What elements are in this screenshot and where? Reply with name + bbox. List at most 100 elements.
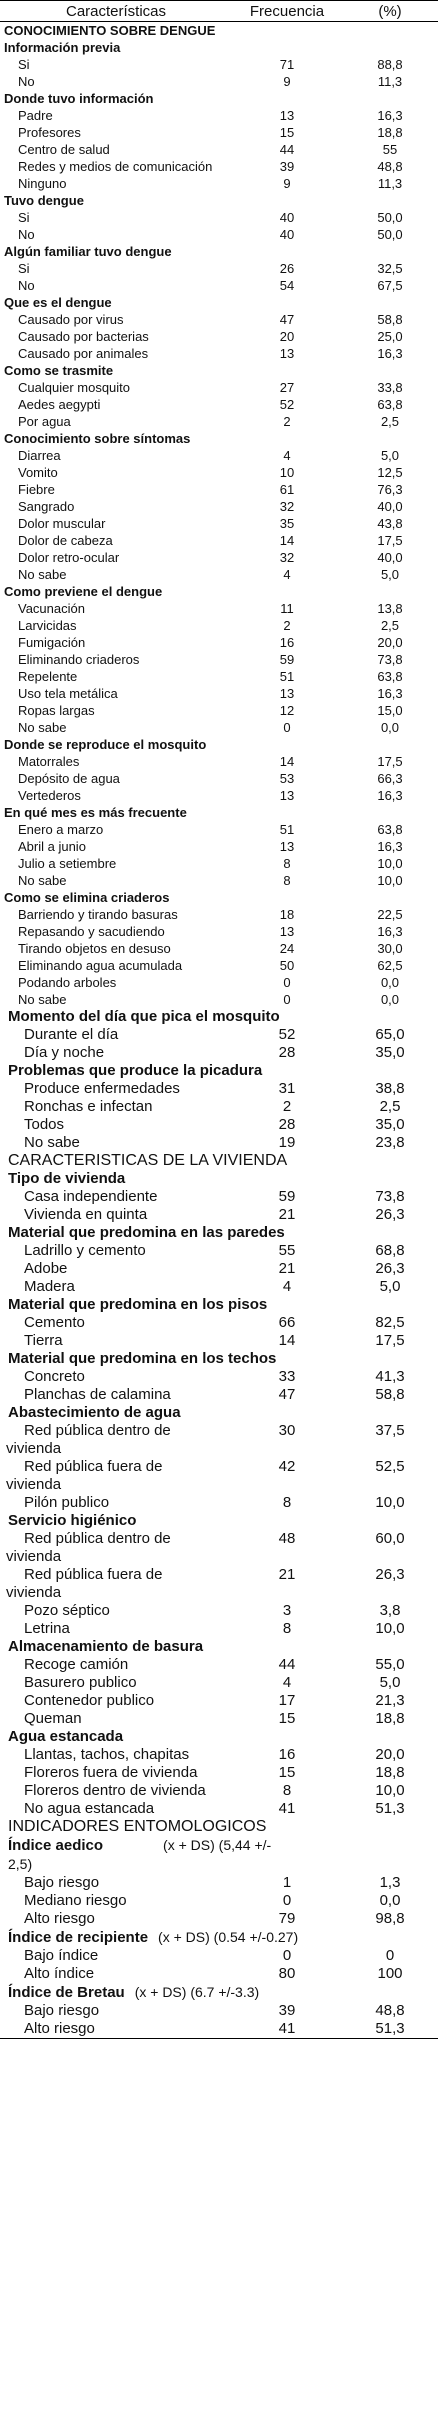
- table-row: Si 40 50,0: [0, 209, 438, 226]
- table-row: No 54 67,5: [0, 277, 438, 294]
- row-label-text: No sabe: [18, 567, 67, 582]
- table-row: Padre 13 16,3: [0, 107, 438, 124]
- row-label: Redes y medios de comunicación: [0, 158, 232, 175]
- frequency-value: 21: [278, 1206, 296, 1223]
- table-row: Causado por virus 47 58,8: [0, 311, 438, 328]
- row-label-text: Concreto: [24, 1368, 85, 1385]
- subsection-title: Momento del día que pica el mosquito: [8, 1008, 280, 1025]
- row-label: Larvicidas: [0, 617, 232, 634]
- percent-value: 21,3: [375, 1692, 405, 1709]
- table-row: Floreros fuera de vivienda 15 18,8: [0, 1764, 438, 1782]
- frequency-value: 19: [278, 1134, 296, 1151]
- frequency-value: 12: [279, 703, 295, 718]
- frequency-value: 4: [283, 448, 291, 463]
- row-label-cont: vivienda: [6, 1476, 62, 1493]
- subsection-title: Como se trasmite: [4, 363, 114, 378]
- subsection-title: Como previene el dengue: [4, 584, 163, 599]
- index-stats-cont: 2,5): [8, 1856, 33, 1872]
- percent-value: 2,5: [380, 414, 400, 429]
- subsection-title: Algún familiar tuvo dengue: [4, 244, 172, 259]
- subsection-title: Problemas que produce la picadura: [8, 1062, 263, 1079]
- frequency-value: 2: [283, 414, 291, 429]
- table-row: No agua estancada 41 51,3: [0, 1800, 438, 1818]
- percent-value: 63,8: [377, 397, 403, 412]
- table-row: Repelente 51 63,8: [0, 668, 438, 685]
- row-label-text: No sabe: [18, 873, 67, 888]
- frequency-value: 9: [283, 176, 291, 191]
- table-row: Tierra 14 17,5: [0, 1332, 438, 1350]
- table-header: Características Frecuencia (%): [0, 0, 438, 22]
- table-row: Día y noche 28 35,0: [0, 1044, 438, 1062]
- row-label-text: Alto riesgo: [24, 2020, 95, 2037]
- table-row: No sabe 0 0,0: [0, 991, 438, 1008]
- frequency-value: 0: [283, 720, 291, 735]
- row-label-text: Casa independiente: [24, 1188, 158, 1205]
- percent-value: 30,0: [377, 941, 403, 956]
- subsection-title: Agua estancada: [8, 1728, 124, 1745]
- row-label-text: Pozo séptico: [24, 1602, 110, 1619]
- row-label: Letrina: [0, 1620, 232, 1638]
- row-label: Todos: [0, 1116, 232, 1134]
- table-row: Fiebre 61 76,3: [0, 481, 438, 498]
- row-label: Ninguno: [0, 175, 232, 192]
- subsection-title: Material que predomina en los pisos: [8, 1296, 268, 1313]
- table-row: No sabe 8 10,0: [0, 872, 438, 889]
- row-label-text: Adobe: [24, 1260, 68, 1277]
- table-row: Repasando y sacudiendo 13 16,3: [0, 923, 438, 940]
- table-row: En qué mes es más frecuente: [0, 804, 438, 821]
- row-label-text: Contenedor publico: [24, 1692, 155, 1709]
- frequency-value: 47: [279, 312, 295, 327]
- percent-value: 22,5: [377, 907, 403, 922]
- percent-value: 68,8: [375, 1242, 405, 1259]
- row-label: Profesores: [0, 124, 232, 141]
- table-row: Causado por bacterias 20 25,0: [0, 328, 438, 345]
- table-row: Barriendo y tirando basuras 18 22,5: [0, 906, 438, 923]
- table-row: No 9 11,3: [0, 73, 438, 90]
- frequency-value: 4: [282, 1674, 292, 1691]
- row-label-text: Tirando objetos en desuso: [18, 941, 171, 956]
- frequency-value: 11: [280, 601, 294, 616]
- row-label: No agua estancada: [0, 1800, 232, 1818]
- table-row: Adobe 21 26,3: [0, 1260, 438, 1278]
- frequency-value: 28: [278, 1044, 296, 1061]
- table-row: Ladrillo y cemento 55 68,8: [0, 1242, 438, 1260]
- row-label: No sabe: [0, 1134, 232, 1152]
- percent-value: 35,0: [375, 1116, 405, 1133]
- row-label: Fiebre: [0, 481, 232, 498]
- row-label-text: Red pública fuera de: [24, 1566, 163, 1583]
- table-row: Servicio higiénico: [0, 1512, 438, 1530]
- row-label: Planchas de calamina: [0, 1386, 232, 1404]
- frequency-value: 13: [279, 839, 295, 854]
- row-label: Red pública dentro de vivienda: [0, 1530, 232, 1566]
- row-label: Mediano riesgo: [0, 1892, 232, 1910]
- percent-value: 10,0: [377, 856, 403, 871]
- section-title: CONOCIMIENTO SOBRE DENGUE: [4, 23, 216, 38]
- frequency-value: 14: [279, 533, 295, 548]
- table-row: Red pública dentro de vivienda 30 37,5: [0, 1422, 438, 1458]
- percent-value: 55,0: [375, 1656, 405, 1673]
- row-label-text: Red pública dentro de: [24, 1422, 171, 1439]
- table-row: Como se trasmite: [0, 362, 438, 379]
- row-label-text: Fumigación: [18, 635, 86, 650]
- table-row: Madera 4 5,0: [0, 1278, 438, 1296]
- percent-value: 11,3: [377, 74, 403, 89]
- percent-value: 73,8: [375, 1188, 405, 1205]
- row-label: Enero a marzo: [0, 821, 232, 838]
- subsection-title: Que es el dengue: [4, 295, 112, 310]
- table-row: Material que predomina en los techos: [0, 1350, 438, 1368]
- percent-value: 43,8: [377, 516, 403, 531]
- percent-value: 88,8: [377, 57, 403, 72]
- index-name: Índice de Bretau: [8, 1984, 125, 2001]
- table-row: Depósito de agua 53 66,3: [0, 770, 438, 787]
- index-stats: (x + DS) (6.7 +/-3.3): [134, 1984, 260, 2000]
- percent-value: 51,3: [375, 1800, 405, 1817]
- table-row: Agua estancada: [0, 1728, 438, 1746]
- table-row: Material que predomina en las paredes: [0, 1224, 438, 1242]
- row-label-text: Produce enfermedades: [24, 1080, 180, 1097]
- row-label-text: Repasando y sacudiendo: [18, 924, 165, 939]
- frequency-value: 13: [279, 108, 295, 123]
- table-row: Vertederos 13 16,3: [0, 787, 438, 804]
- frequency-value: 2: [282, 1098, 292, 1115]
- table-row: Durante el día 52 65,0: [0, 1026, 438, 1044]
- index-title: Índice de Bretau (x + DS) (6.7 +/-3.3): [0, 1983, 438, 2002]
